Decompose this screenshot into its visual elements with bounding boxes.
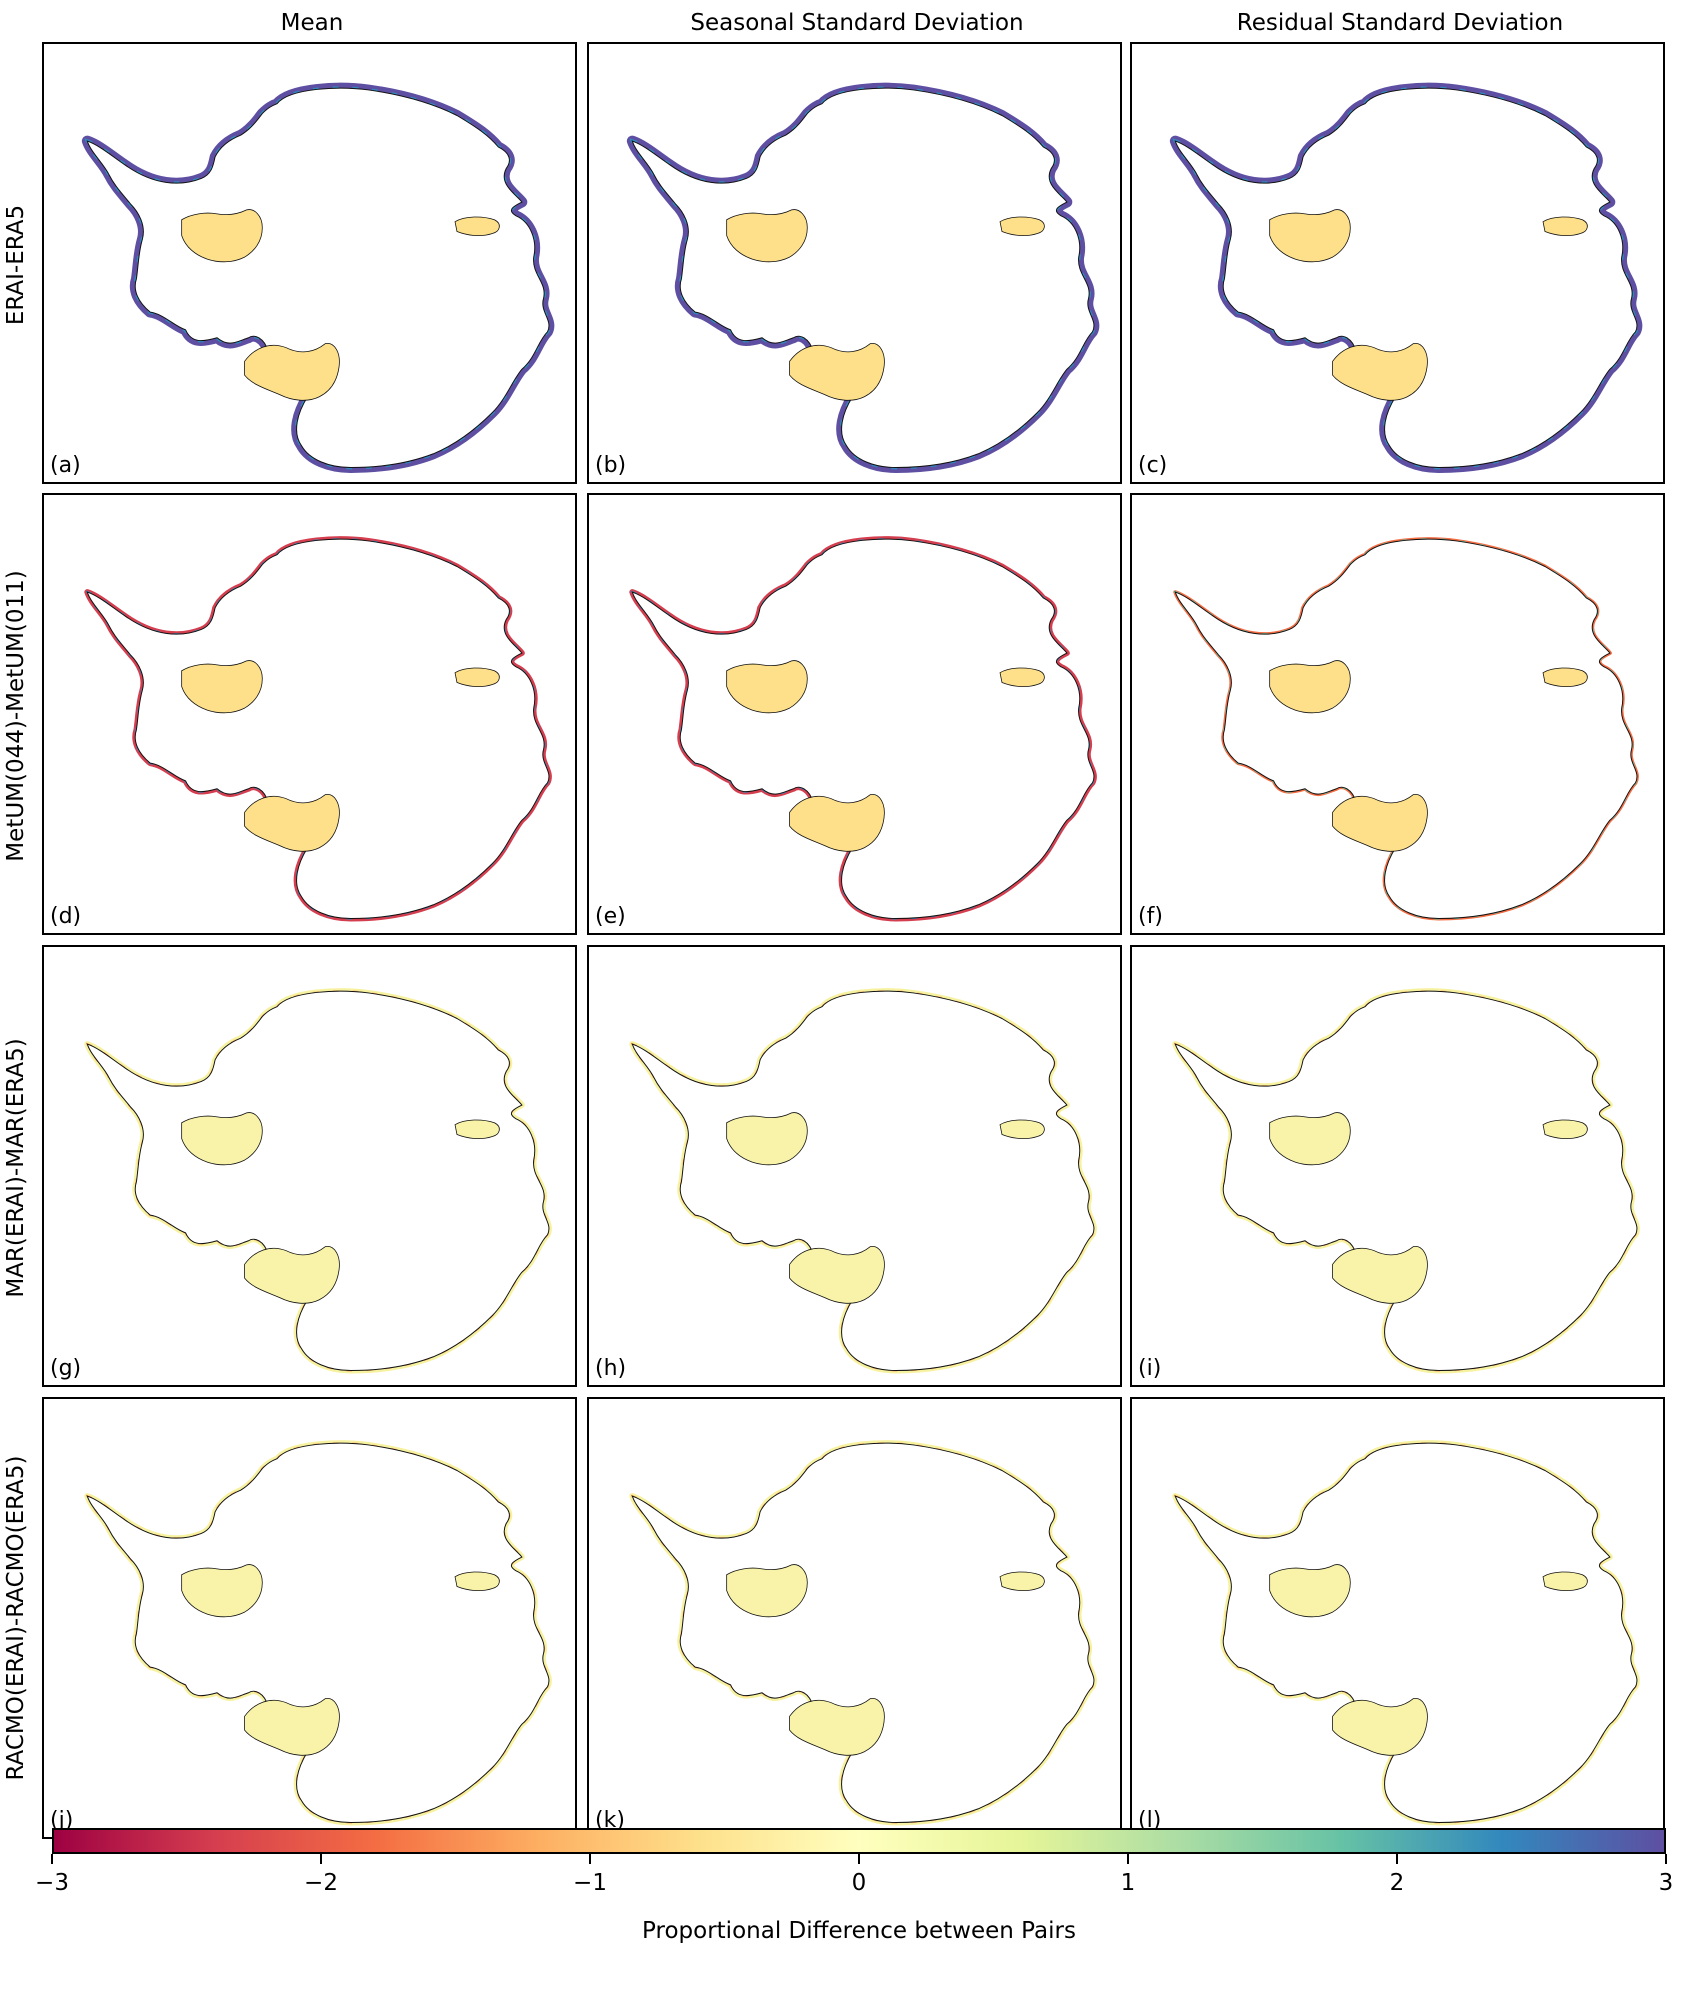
panel-label: (i) (1138, 1356, 1162, 1381)
colorbar-tick-label: 1 (1120, 1870, 1136, 1896)
continent-outline (1174, 1442, 1638, 1824)
colorbar-tick (1396, 1854, 1398, 1864)
map-panel-i: (i) (1130, 945, 1665, 1387)
antarctica-map (1132, 44, 1663, 482)
continent-outline (631, 538, 1095, 920)
continent-outline (86, 990, 550, 1372)
colorbar-tick-label: 2 (1389, 1870, 1405, 1896)
map-panel-l: (l) (1130, 1397, 1665, 1839)
row-title-metum: MetUM(044)-MetUM(011) (3, 570, 29, 862)
map-panel-d: (d) (42, 493, 577, 935)
continent-outline (1174, 538, 1638, 920)
ross-ice-shelf (789, 1697, 885, 1756)
continent-outline (86, 1442, 550, 1824)
ross-ice-shelf (244, 1245, 340, 1304)
antarctica-map (44, 1399, 575, 1837)
ross-ice-shelf (789, 342, 885, 401)
amery-ice-shelf (454, 1571, 500, 1592)
panel-label: (f) (1138, 904, 1163, 929)
map-panel-f: (f) (1130, 493, 1665, 935)
antarctica-map (1173, 537, 1639, 921)
continent-outline (631, 1442, 1095, 1824)
map-panel-c: (c) (1130, 42, 1665, 484)
continent-outline (1174, 87, 1638, 469)
amery-ice-shelf (1542, 1119, 1588, 1140)
panel-label: (d) (50, 904, 82, 929)
panel-label: (j) (50, 1808, 74, 1833)
amery-ice-shelf (999, 667, 1045, 688)
ross-ice-shelf (1332, 342, 1428, 401)
continent-outline (1174, 990, 1638, 1372)
panel-label: (g) (50, 1356, 82, 1381)
amery-ice-shelf (999, 1571, 1045, 1592)
continent-outline (631, 990, 1095, 1372)
ross-ice-shelf (244, 793, 340, 852)
amery-ice-shelf (1542, 667, 1588, 688)
map-panel-j: (j) (42, 1397, 577, 1839)
amery-ice-shelf (999, 1119, 1045, 1140)
antarctica-map (589, 495, 1120, 933)
colorbar-tick-label: −2 (304, 1870, 338, 1896)
map-panel-b: (b) (587, 42, 1122, 484)
amery-ice-shelf (454, 667, 500, 688)
amery-ice-shelf (454, 216, 500, 237)
column-title-mean: Mean (280, 10, 344, 36)
antarctica-map (589, 44, 1120, 482)
row-title-mar: MAR(ERAI)-MAR(ERA5) (3, 1038, 29, 1298)
row-title-racmo: RACMO(ERAI)-RACMO(ERA5) (3, 1455, 29, 1781)
amery-ice-shelf (1542, 216, 1588, 237)
ross-ice-shelf (244, 342, 340, 401)
colorbar-label: Proportional Difference between Pairs (642, 1918, 1076, 1944)
ross-ice-shelf (244, 1697, 340, 1756)
map-panel-k: (k) (587, 1397, 1122, 1839)
panel-label: (h) (595, 1356, 627, 1381)
ross-ice-shelf (789, 793, 885, 852)
antarctica-map (1132, 947, 1663, 1385)
colorbar (52, 1828, 1666, 1854)
panel-label: (a) (50, 453, 81, 478)
column-title-residual-sd: Residual Standard Deviation (1236, 10, 1564, 36)
ross-ice-shelf (1332, 1245, 1428, 1304)
colorbar-tick (1127, 1854, 1129, 1864)
amery-ice-shelf (454, 1119, 500, 1140)
ross-ice-shelf (1332, 1697, 1428, 1756)
antarctica-map (589, 1399, 1120, 1837)
row-title-erai-era5: ERAI-ERA5 (3, 204, 29, 326)
amery-ice-shelf (999, 216, 1045, 237)
antarctica-map (44, 947, 575, 1385)
panel-label: (e) (595, 904, 626, 929)
map-panel-e: (e) (587, 493, 1122, 935)
map-panel-h: (h) (587, 945, 1122, 1387)
colorbar-tick-label: 3 (1658, 1870, 1674, 1896)
colorbar-tick (1665, 1854, 1667, 1864)
colorbar-tick (320, 1854, 322, 1864)
antarctica-map (589, 947, 1120, 1385)
panel-label: (l) (1138, 1808, 1162, 1833)
continent-outline (86, 87, 550, 469)
antarctica-map (44, 495, 575, 933)
colorbar-tick-label: −3 (35, 1870, 69, 1896)
colorbar-tick (51, 1854, 53, 1864)
amery-ice-shelf (1542, 1571, 1588, 1592)
ross-ice-shelf (1332, 793, 1428, 852)
colorbar-tick-label: −1 (573, 1870, 607, 1896)
antarctica-map (1132, 1399, 1663, 1837)
continent-outline (631, 87, 1095, 469)
colorbar-tick (589, 1854, 591, 1864)
panel-label: (c) (1138, 453, 1168, 478)
ross-ice-shelf (789, 1245, 885, 1304)
map-panel-a: (a) (42, 42, 577, 484)
colorbar-tick (858, 1854, 860, 1864)
colorbar-tick-label: 0 (851, 1870, 867, 1896)
antarctica-map (44, 44, 575, 482)
map-panel-g: (g) (42, 945, 577, 1387)
panel-label: (b) (595, 453, 627, 478)
column-title-seasonal-sd: Seasonal Standard Deviation (690, 10, 1024, 36)
continent-outline (86, 538, 550, 920)
